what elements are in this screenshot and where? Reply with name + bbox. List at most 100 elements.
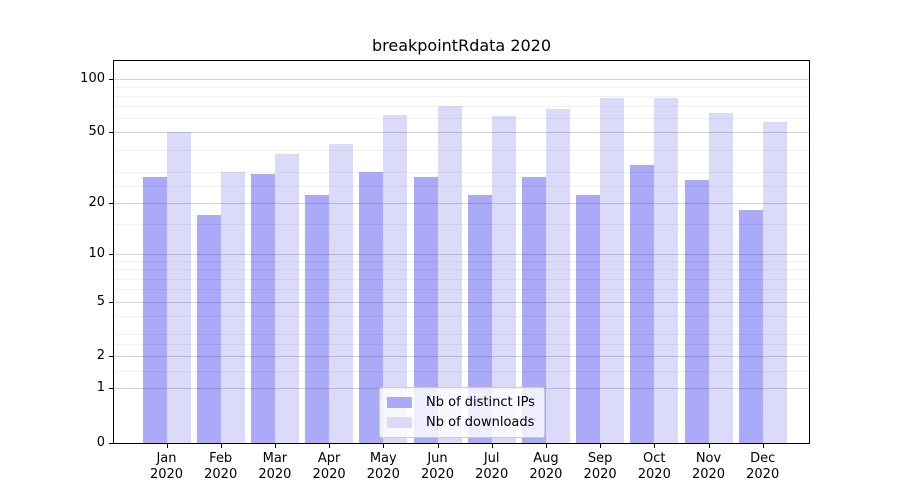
gridline-minor-8 xyxy=(114,269,809,271)
gridline-minor-9 xyxy=(114,261,809,263)
gridline-minor-4 xyxy=(114,315,809,317)
x-tick-label-mar: Mar 2020 xyxy=(245,451,305,483)
bar-distinct-ips-jan xyxy=(142,177,167,443)
x-tick-label-nov: Nov 2020 xyxy=(679,451,739,483)
bar-downloads-jun xyxy=(437,106,462,443)
x-tick-label-may: May 2020 xyxy=(353,451,413,483)
gridline-minor-3 xyxy=(114,333,809,335)
x-tick-year-mar: 2020 xyxy=(258,467,292,482)
x-tick-label-oct: Oct 2020 xyxy=(624,451,684,483)
x-tick-year-sep: 2020 xyxy=(583,467,617,482)
gridline-minor-70 xyxy=(114,106,809,108)
bar-downloads-apr xyxy=(329,144,354,443)
y-tick-label-50: 50 xyxy=(88,124,105,140)
y-tick-1 xyxy=(109,388,113,390)
bar-downloads-sep xyxy=(600,97,625,443)
x-tick-year-oct: 2020 xyxy=(637,467,671,482)
bar-downloads-nov xyxy=(708,113,733,443)
gridline-minor-90 xyxy=(114,86,809,88)
gridline-100 xyxy=(114,78,809,80)
bar-distinct-ips-dec xyxy=(738,210,763,443)
bar-distinct-ips-mar xyxy=(250,174,275,443)
gridline-2 xyxy=(114,356,809,358)
x-tick-year-may: 2020 xyxy=(366,467,400,482)
y-tick-50 xyxy=(109,132,113,134)
y-tick-label-2: 2 xyxy=(96,348,105,364)
legend: Nb of distinct IPs Nb of downloads xyxy=(379,387,545,438)
chart-title: breakpointRdata 2020 xyxy=(371,36,552,55)
gridline-10 xyxy=(114,253,809,255)
x-tick-year-apr: 2020 xyxy=(312,467,346,482)
gridline-minor-80 xyxy=(114,95,809,97)
x-tick-year-nov: 2020 xyxy=(691,467,726,482)
x-tick-label-aug: Aug 2020 xyxy=(516,451,576,483)
x-tick-label-feb: Feb 2020 xyxy=(191,451,251,483)
bar-distinct-ips-oct xyxy=(630,164,655,443)
bar-distinct-ips-feb xyxy=(196,214,221,443)
x-tick-year-jan: 2020 xyxy=(149,467,184,482)
bar-downloads-aug xyxy=(545,108,570,443)
y-tick-5 xyxy=(109,301,113,303)
x-tick-apr xyxy=(329,444,331,448)
bar-downloads-oct xyxy=(654,97,679,443)
gridline-50 xyxy=(114,132,809,134)
gridline-minor-2.5 xyxy=(114,344,809,345)
legend-item-downloads: Nb of downloads xyxy=(387,415,535,430)
gridline-20 xyxy=(114,202,809,204)
x-tick-jan xyxy=(166,444,168,448)
y-tick-label-1: 1 xyxy=(96,380,105,396)
gridline-minor-40 xyxy=(114,149,809,151)
x-tick-year-feb: 2020 xyxy=(204,467,238,482)
y-tick-2 xyxy=(109,356,113,358)
y-tick-100 xyxy=(109,78,113,80)
y-tick-10 xyxy=(109,253,113,255)
y-tick-label-100: 100 xyxy=(80,70,105,86)
x-tick-label-jul: Jul 2020 xyxy=(462,451,522,483)
gridline-minor-15 xyxy=(114,224,809,225)
y-tick-0 xyxy=(109,443,113,444)
x-tick-aug xyxy=(545,444,547,448)
x-tick-label-dec: Dec 2020 xyxy=(733,451,793,483)
gridline-minor-7 xyxy=(114,278,809,280)
x-tick-label-sep: Sep 2020 xyxy=(570,451,630,483)
bar-distinct-ips-nov xyxy=(684,179,709,443)
x-tick-year-jun: 2020 xyxy=(420,467,455,482)
gridline-minor-6 xyxy=(114,289,809,291)
x-tick-jun xyxy=(437,444,439,448)
y-tick-label-10: 10 xyxy=(88,245,105,261)
gridline-minor-30 xyxy=(114,171,809,173)
x-tick-label-jun: Jun 2020 xyxy=(408,451,468,483)
x-tick-oct xyxy=(654,444,656,448)
y-tick-label-0: 0 xyxy=(96,435,105,450)
y-tick-label-5: 5 xyxy=(96,293,105,309)
legend-label-downloads: Nb of downloads xyxy=(426,415,535,430)
y-tick-20 xyxy=(109,202,113,204)
x-tick-label-apr: Apr 2020 xyxy=(299,451,359,483)
x-tick-dec xyxy=(762,444,764,448)
x-tick-year-dec: 2020 xyxy=(746,467,780,482)
bar-downloads-jan xyxy=(166,132,191,443)
bar-downloads-feb xyxy=(220,171,245,443)
x-tick-nov xyxy=(708,444,710,448)
gridline-minor-60 xyxy=(114,118,809,120)
x-tick-year-jul: 2020 xyxy=(475,467,509,482)
gridline-5 xyxy=(114,301,809,303)
legend-item-distinct-ips: Nb of distinct IPs xyxy=(387,395,535,410)
bar-distinct-ips-sep xyxy=(576,195,601,443)
x-tick-label-jan: Jan 2020 xyxy=(137,451,197,483)
gridline-minor-1.5 xyxy=(114,370,809,372)
legend-label-distinct-ips: Nb of distinct IPs xyxy=(426,395,535,410)
bar-downloads-mar xyxy=(274,153,299,443)
bar-distinct-ips-apr xyxy=(305,195,330,443)
gridline-minor-25 xyxy=(114,185,809,187)
x-tick-sep xyxy=(600,444,602,448)
x-tick-year-aug: 2020 xyxy=(529,467,563,482)
legend-swatch-downloads xyxy=(387,417,412,428)
plot-area: Nb of distinct IPs Nb of downloads xyxy=(113,60,810,444)
bar-downloads-dec xyxy=(762,122,787,443)
x-tick-mar xyxy=(274,444,276,448)
x-tick-may xyxy=(383,444,385,448)
x-tick-jul xyxy=(491,444,493,448)
legend-swatch-distinct-ips xyxy=(387,397,412,408)
